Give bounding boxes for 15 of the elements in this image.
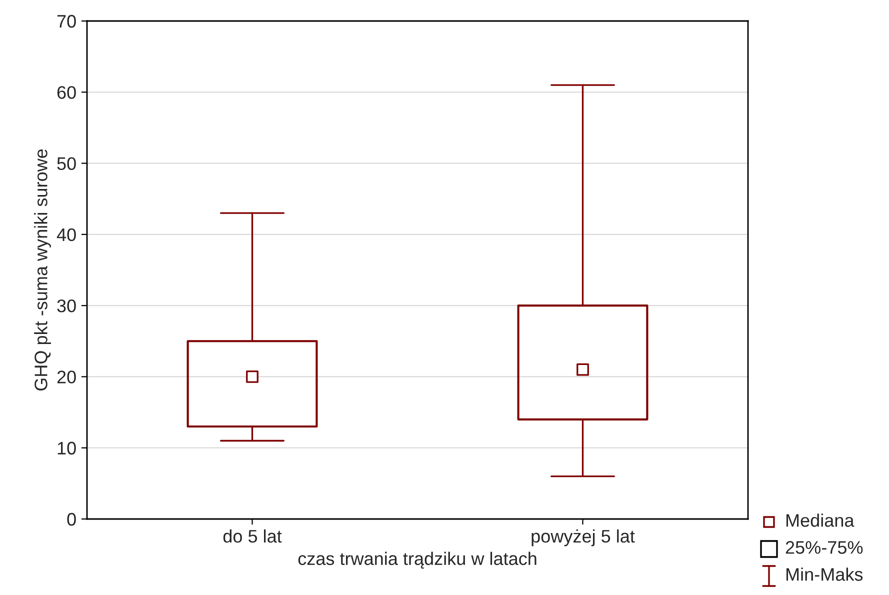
y-tick-label: 0 <box>67 512 76 526</box>
text: Mediana <box>786 514 854 527</box>
x-tick-label: do 5 lat <box>223 529 282 543</box>
y-tick-label: 50 <box>57 157 76 170</box>
y-axis-title: GHQ pkt -suma wyniki surowe <box>34 149 51 390</box>
x-axis-title: czas trwania trądziku w latach <box>298 552 536 569</box>
text: Min-Maks <box>786 568 863 581</box>
y-tick-label: 20 <box>57 370 76 384</box>
x-tick-label: powyżej 5 lat <box>532 529 635 546</box>
y-tick-label: 70 <box>57 14 76 28</box>
y-tick-label: 30 <box>57 300 76 312</box>
y-tick-label: 60 <box>57 86 76 99</box>
y-tick-label: 10 <box>58 442 76 455</box>
y-tick-label: 40 <box>56 228 76 242</box>
text: 25%-75% <box>786 541 863 554</box>
